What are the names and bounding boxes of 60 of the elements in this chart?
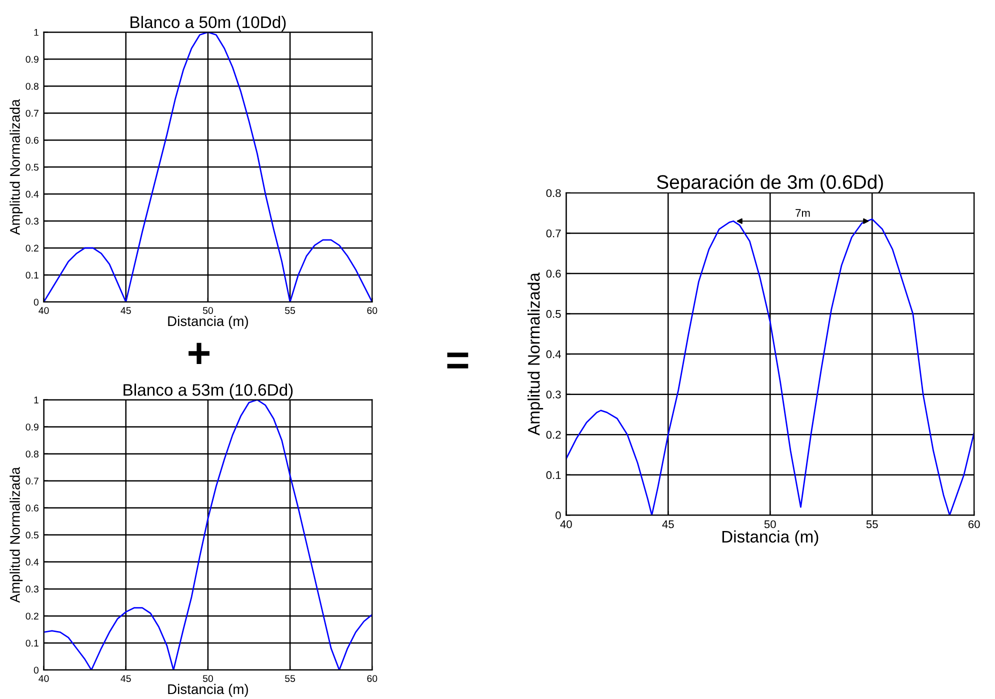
y-tick-label: 0.9 [26,424,38,430]
chart-title: Separación de 3m (0.6Dd) [656,174,883,193]
y-tick-label: 0.6 [546,270,561,278]
text: = [447,352,468,368]
y-axis-title: Amplitud Normalizada [528,272,544,436]
y-tick-label: 0 [34,298,39,306]
y-tick-label: 0.1 [546,471,561,480]
x-tick-label: 45 [120,307,131,314]
y-tick-label: 0.7 [26,110,38,117]
y-tick-label: 0.6 [26,136,38,144]
chart-title: Blanco a 53m (10.6Dd) [124,384,293,400]
x-tick-label: 60 [367,307,378,314]
y-tick-label: 0.3 [546,390,561,398]
y-tick-label: 0.2 [26,612,38,620]
x-axis-title: Distancia (m) [722,530,818,546]
x-axis-title: Distancia (m) [168,684,248,697]
x-tick-label: 40 [560,520,572,528]
x-tick-label: 45 [120,675,131,682]
chart-title: Blanco a 50m (10Dd) [130,16,286,32]
y-tick-label: 0.5 [546,310,561,318]
y-tick-label: 0.2 [26,244,38,252]
y-tick-label: 0.9 [26,56,38,63]
y-tick-label: 0.8 [546,189,561,198]
text: + [188,342,210,364]
x-tick-label: 45 [662,520,674,528]
x-tick-label: 40 [38,307,49,314]
y-tick-label: 0.8 [26,82,38,90]
x-tick-label: 60 [367,675,378,682]
x-tick-label: 55 [285,307,296,314]
x-tick-label: 55 [866,520,878,528]
y-tick-label: 0.4 [546,350,561,358]
line-series [44,32,372,302]
line-series [44,400,372,670]
x-tick-label: 50 [202,675,213,682]
y-axis-title: Amplitud Normalizada [10,99,23,235]
y-tick-label: 0.1 [26,272,38,279]
y-tick-label: 0 [556,511,561,520]
y-tick-label: 0.7 [546,229,561,238]
y-tick-label: 0.5 [26,532,39,539]
y-tick-label: 0.7 [26,478,38,484]
x-tick-label: 50 [764,520,776,528]
y-tick-label: 0.3 [26,586,38,593]
y-tick-label: 0.4 [26,558,39,566]
y-tick-label: 1 [34,396,38,404]
y-tick-label: 0 [34,666,39,674]
annotation: 7m [796,209,810,217]
y-tick-label: 0.1 [26,640,38,647]
y-tick-label: 0.4 [26,190,39,198]
x-axis-title: Distancia (m) [168,316,248,329]
y-tick-label: 1 [34,28,38,36]
x-tick-label: 40 [38,675,49,682]
x-tick-label: 60 [968,520,980,528]
y-tick-label: 0.2 [546,430,561,439]
y-tick-label: 0.3 [26,218,38,225]
x-tick-label: 55 [285,675,296,682]
y-tick-label: 0.5 [26,164,39,171]
y-axis-title: Amplitud Normalizada [10,466,23,603]
y-tick-label: 0.6 [26,504,38,512]
y-tick-label: 0.8 [26,450,38,458]
x-tick-label: 50 [202,307,213,314]
